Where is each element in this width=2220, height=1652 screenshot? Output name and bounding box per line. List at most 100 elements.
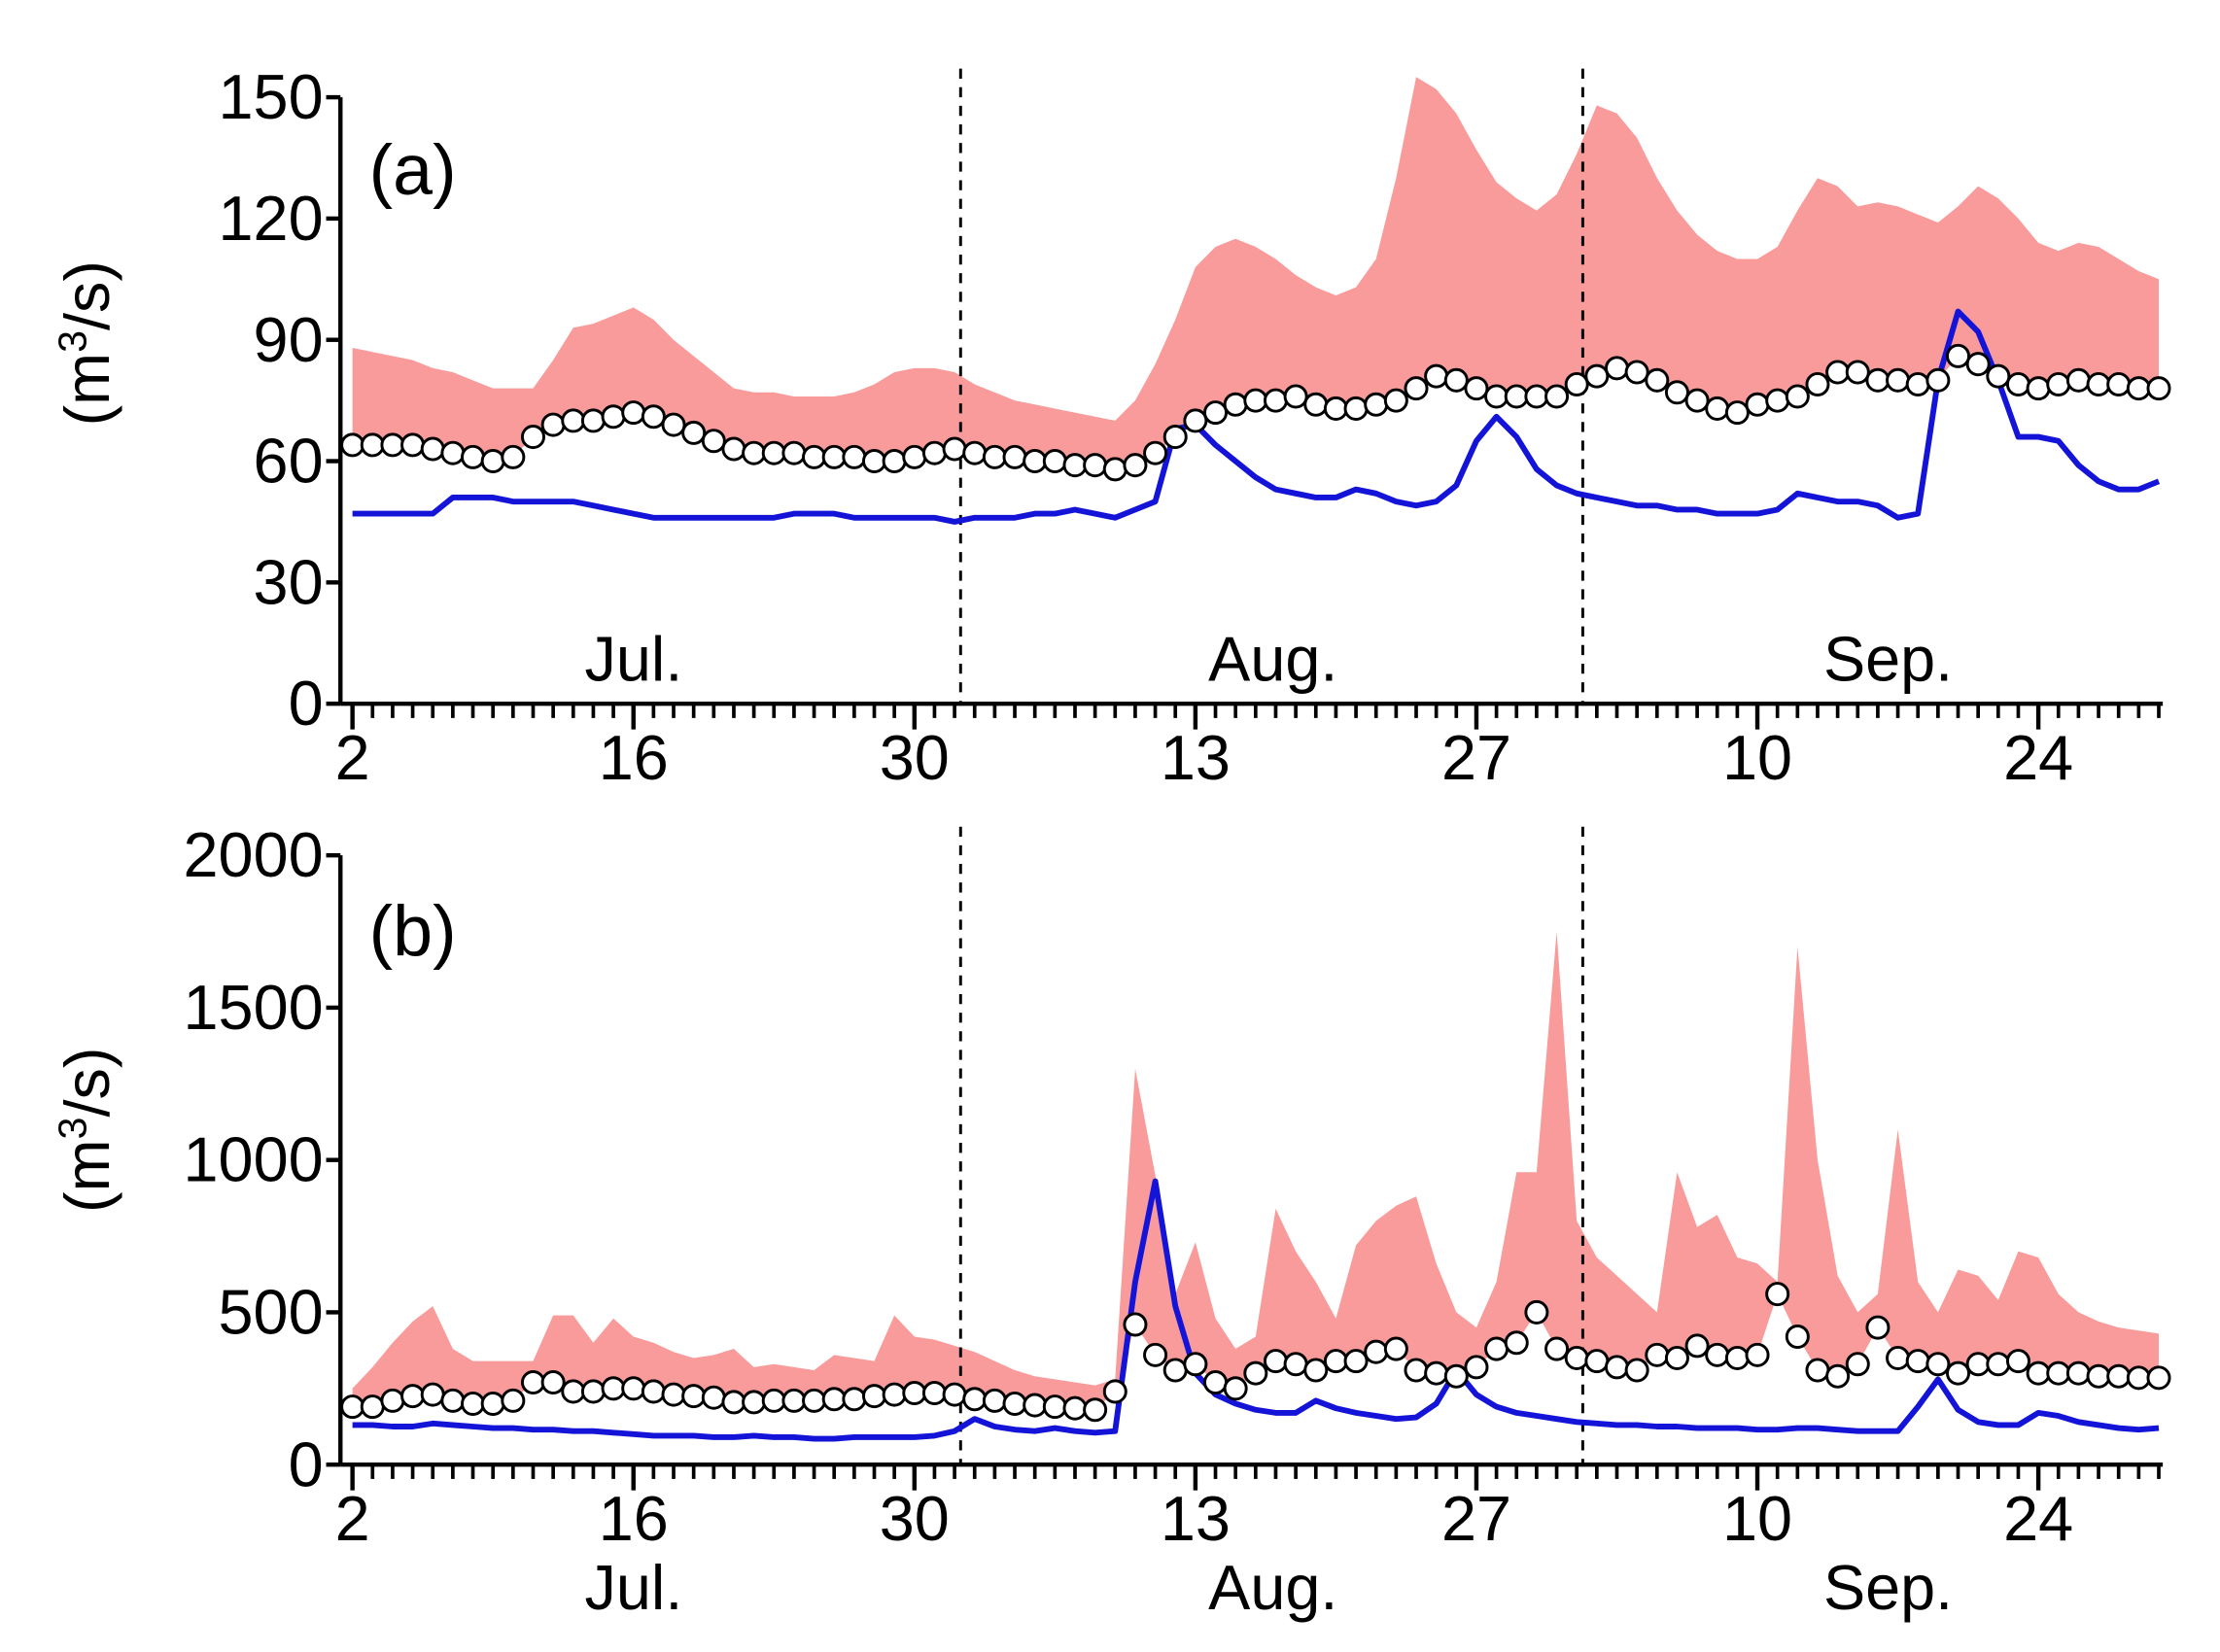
month-label: Jul.	[585, 624, 683, 695]
marker	[661, 412, 686, 437]
marker	[821, 1387, 847, 1412]
marker	[1925, 367, 1951, 393]
marker	[561, 1379, 586, 1404]
marker	[580, 1379, 606, 1404]
marker	[580, 408, 606, 433]
marker	[1143, 1342, 1168, 1367]
marker	[480, 1391, 505, 1416]
x-tick-label: 2	[335, 1483, 370, 1554]
marker	[1684, 1333, 1710, 1359]
marker	[882, 449, 907, 474]
marker	[360, 1394, 385, 1420]
marker	[742, 1390, 767, 1415]
y-tick-label: 0	[289, 668, 324, 739]
marker	[2026, 376, 2051, 401]
y-tick-label: 1000	[184, 1124, 324, 1195]
marker	[1664, 380, 1689, 405]
marker	[1263, 388, 1288, 413]
marker	[681, 420, 707, 445]
marker	[861, 1384, 887, 1409]
marker	[480, 449, 505, 474]
marker	[1724, 400, 1750, 426]
marker	[2046, 371, 2071, 396]
marker	[520, 425, 545, 450]
y-axis-label: (m3/s)	[50, 1048, 122, 1213]
marker	[1584, 1349, 1610, 1374]
marker	[1724, 1345, 1750, 1370]
marker	[561, 408, 586, 433]
marker	[842, 1387, 867, 1412]
y-label-sup: 3	[50, 330, 94, 353]
marker	[2126, 1365, 2151, 1391]
marker	[1886, 367, 1911, 393]
marker	[1905, 371, 1930, 396]
marker	[721, 436, 746, 462]
marker	[902, 1381, 927, 1406]
marker	[1765, 388, 1790, 413]
marker	[1624, 360, 1649, 385]
marker	[802, 1388, 827, 1413]
marker	[1785, 384, 1810, 409]
marker	[701, 429, 726, 454]
marker	[1946, 343, 1971, 368]
marker	[1925, 1352, 1951, 1377]
marker	[1102, 1379, 1127, 1404]
marker	[601, 1376, 626, 1401]
panel-label: (a)	[369, 129, 457, 210]
marker	[2065, 1360, 2091, 1386]
month-label: Sep.	[1823, 1552, 1953, 1623]
marker	[1243, 1360, 1268, 1386]
marker	[2146, 1365, 2171, 1391]
marker	[921, 440, 947, 465]
marker	[461, 1391, 486, 1416]
y-tick-label: 120	[219, 183, 324, 254]
band-area	[352, 77, 2160, 469]
marker	[501, 1388, 526, 1413]
marker	[1203, 1370, 1229, 1395]
marker	[1343, 396, 1369, 421]
marker	[942, 436, 967, 462]
marker	[1023, 1393, 1048, 1418]
marker	[380, 1388, 405, 1413]
marker	[1143, 440, 1168, 465]
flow-line	[352, 308, 2161, 525]
marker	[802, 444, 827, 469]
marker	[1123, 1312, 1148, 1337]
marker	[400, 432, 426, 458]
marker	[1083, 453, 1108, 478]
month-label: Sep.	[1823, 624, 1953, 695]
marker	[400, 1384, 426, 1409]
y-tick-label: 0	[289, 1428, 324, 1499]
marker	[1383, 388, 1408, 413]
marker	[2005, 1349, 2030, 1374]
marker	[962, 440, 988, 465]
marker	[1765, 1282, 1790, 1307]
marker	[340, 432, 365, 458]
marker	[1544, 384, 1570, 409]
marker	[1303, 392, 1329, 417]
marker	[540, 1370, 566, 1395]
marker	[1183, 1352, 1208, 1377]
marker	[1946, 1360, 1971, 1386]
marker	[742, 440, 767, 465]
x-tick-label: 16	[599, 1483, 669, 1554]
marker	[1865, 367, 1890, 393]
marker	[1443, 367, 1469, 393]
marker	[781, 1388, 807, 1413]
marker	[380, 432, 405, 458]
marker	[1745, 392, 1770, 417]
marker	[1364, 392, 1389, 417]
marker	[1424, 1360, 1449, 1386]
marker	[621, 1376, 646, 1401]
marker	[1303, 1358, 1329, 1383]
marker	[1745, 1342, 1770, 1367]
marker	[1002, 1391, 1027, 1416]
marker	[440, 440, 466, 465]
marker	[1825, 360, 1851, 385]
marker	[1564, 371, 1589, 396]
marker	[360, 432, 385, 458]
marker	[982, 444, 1007, 469]
marker	[1484, 1336, 1509, 1361]
marker	[461, 444, 486, 469]
y-tick-label: 60	[254, 426, 324, 497]
